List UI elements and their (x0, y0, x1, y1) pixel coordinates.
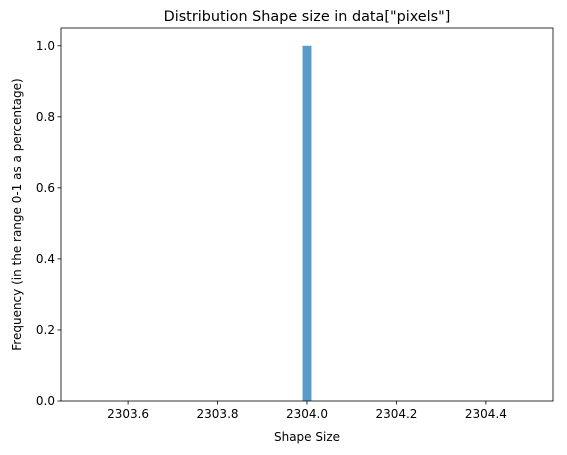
x-axis-label: Shape Size (274, 430, 340, 444)
x-axis-ticks: 2303.6 2303.8 2304.0 2304.2 2304.4 (107, 401, 507, 421)
y-axis-label: Frequency (in the range 0-1 as a percent… (10, 78, 24, 350)
y-tick-label: 0.0 (36, 394, 55, 408)
chart-title: Distribution Shape size in data["pixels"… (164, 9, 451, 25)
y-tick-label: 0.4 (36, 252, 55, 266)
x-tick-label: 2303.8 (197, 407, 239, 421)
x-tick-label: 2304.2 (375, 407, 417, 421)
y-tick-label: 0.8 (36, 110, 55, 124)
plot-area (60, 27, 554, 402)
x-tick-label: 2304.0 (286, 407, 328, 421)
y-axis-ticks: 0.0 0.2 0.4 0.6 0.8 1.0 (36, 39, 61, 408)
y-tick-label: 0.2 (36, 323, 55, 337)
x-tick-label: 2303.6 (107, 407, 149, 421)
histogram-bar-0 (302, 45, 312, 402)
y-tick-label: 1.0 (36, 39, 55, 53)
y-tick-label: 0.6 (36, 181, 55, 195)
x-tick-label: 2304.4 (465, 407, 507, 421)
